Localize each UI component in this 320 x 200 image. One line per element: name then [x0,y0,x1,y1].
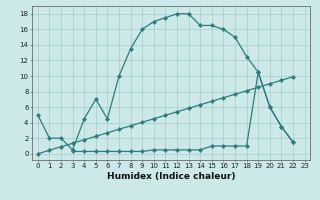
X-axis label: Humidex (Indice chaleur): Humidex (Indice chaleur) [107,172,236,181]
